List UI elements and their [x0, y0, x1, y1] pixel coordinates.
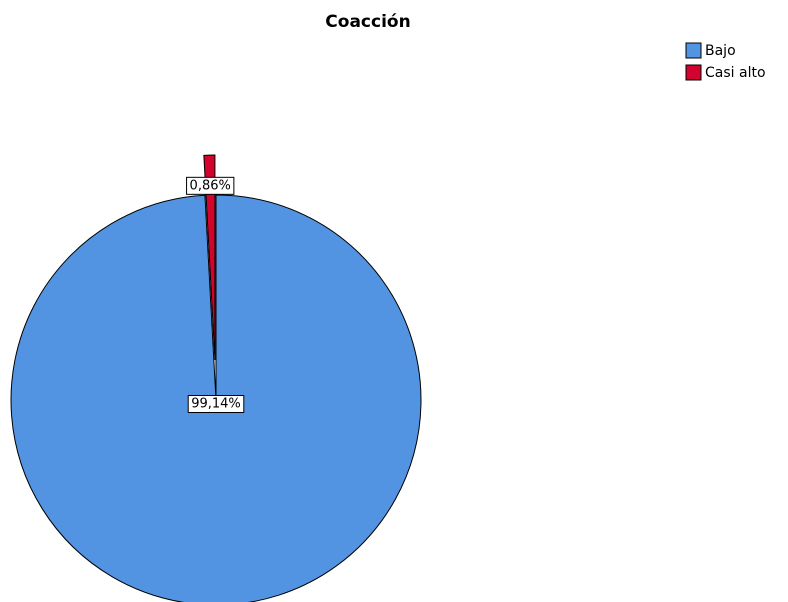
chart-title: Coacción: [325, 12, 410, 32]
legend-label: Casi alto: [705, 65, 766, 81]
legend-swatch: [685, 42, 702, 59]
data-label-box: [187, 395, 245, 413]
data-label-text: 0,86%: [190, 178, 231, 193]
legend-swatch: [685, 64, 702, 81]
legend-label: Bajo: [705, 43, 736, 59]
pie-slice: [203, 154, 216, 361]
data-label-box: [186, 176, 235, 195]
data-label-text: 99,14%: [191, 397, 241, 412]
data-label: 99,14%: [187, 395, 245, 413]
data-label: 0,86%: [186, 176, 235, 195]
